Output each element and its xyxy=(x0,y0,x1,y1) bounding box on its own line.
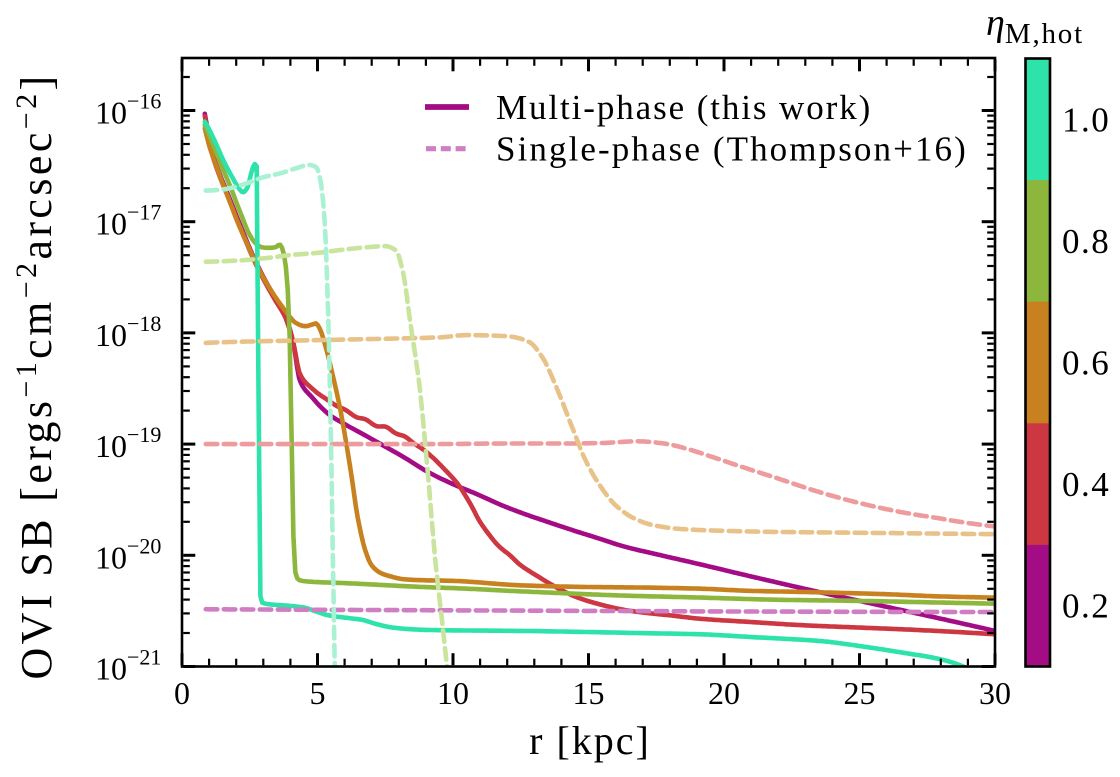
svg-text:Multi-phase (this work): Multi-phase (this work) xyxy=(496,88,872,127)
svg-text:10: 10 xyxy=(437,675,469,711)
svg-text:Single-phase (Thompson+16): Single-phase (Thompson+16) xyxy=(496,130,968,169)
svg-text:25: 25 xyxy=(844,675,876,711)
svg-text:20: 20 xyxy=(708,675,740,711)
svg-text:0: 0 xyxy=(174,675,190,711)
svg-text:r [kpc]: r [kpc] xyxy=(529,718,651,763)
svg-text:0.2: 0.2 xyxy=(1062,587,1110,626)
svg-text:ηM,hot: ηM,hot xyxy=(986,2,1084,50)
svg-text:15: 15 xyxy=(573,675,605,711)
svg-text:1.0: 1.0 xyxy=(1062,100,1110,139)
svg-text:0.6: 0.6 xyxy=(1062,344,1110,383)
svg-text:5: 5 xyxy=(310,675,326,711)
svg-text:0.4: 0.4 xyxy=(1062,465,1110,504)
svg-text:0.8: 0.8 xyxy=(1062,222,1110,261)
svg-text:30: 30 xyxy=(979,675,1011,711)
